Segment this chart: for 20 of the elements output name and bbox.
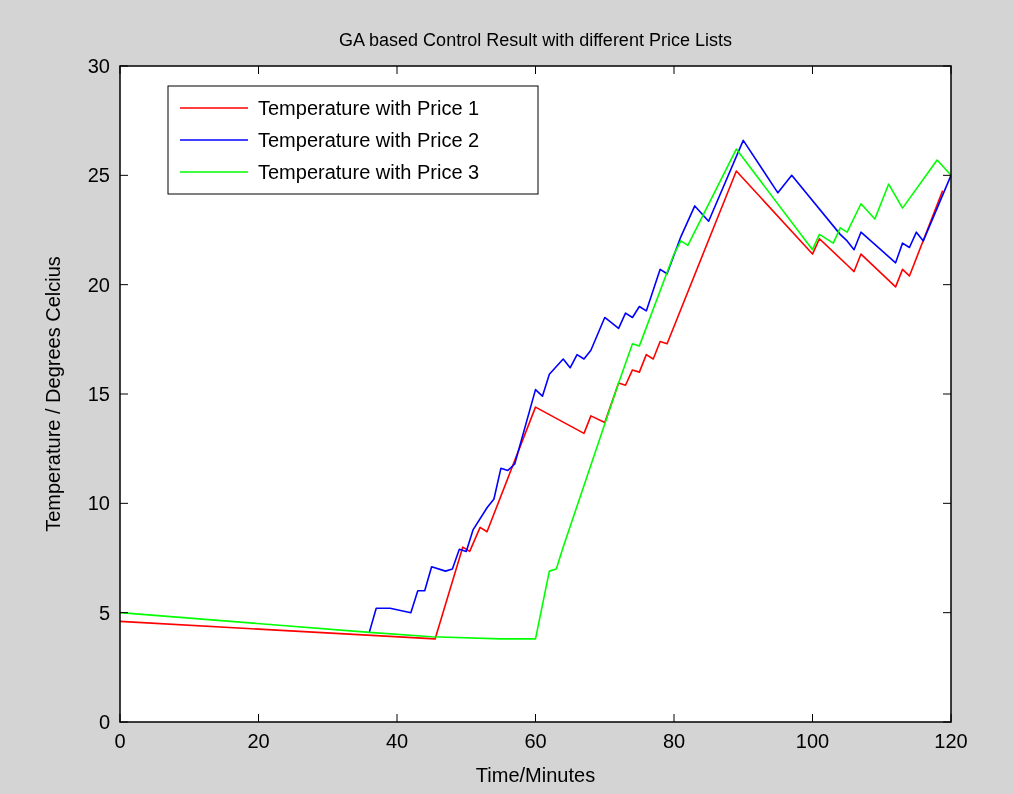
legend-label: Temperature with Price 1 <box>258 97 480 119</box>
y-tick-label: 15 <box>87 383 110 405</box>
y-axis-title: Temperature / Degrees Celcius <box>42 256 64 532</box>
y-tick-label: 0 <box>98 711 110 733</box>
legend-label: Temperature with Price 3 <box>258 161 480 183</box>
x-tick-label: 120 <box>934 730 968 752</box>
legend-label: Temperature with Price 2 <box>258 129 480 151</box>
y-tick-label: 5 <box>98 601 110 624</box>
y-tick-label: 30 <box>87 55 110 77</box>
y-tick-label: 20 <box>87 273 110 296</box>
x-tick-label: 80 <box>662 730 686 752</box>
chart-title: GA based Control Result with different Price Lists <box>339 30 732 50</box>
x-tick-label: 40 <box>385 730 409 752</box>
x-tick-label: 0 <box>114 730 126 752</box>
x-tick-label: 20 <box>247 730 270 752</box>
x-tick-label: 100 <box>795 730 830 752</box>
y-tick-label: 25 <box>87 164 110 187</box>
x-axis-title: Time/Minutes <box>475 764 596 786</box>
x-tick-label: 60 <box>524 730 547 752</box>
y-tick-label: 10 <box>87 492 110 515</box>
